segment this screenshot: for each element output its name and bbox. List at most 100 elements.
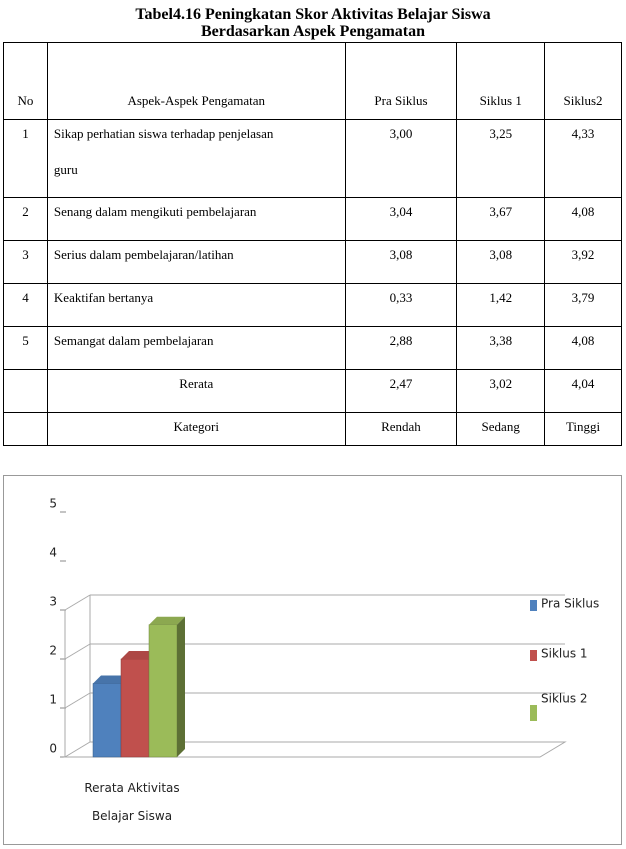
cell: Senang dalam mengikuti pembelajaran: [46, 197, 346, 241]
y-tick-label: 0: [49, 742, 57, 756]
cell: 4,04: [544, 369, 622, 413]
cell-text: 3,67: [489, 204, 513, 219]
cell-text: 3: [22, 247, 29, 262]
legend-label: Pra Siklus: [541, 597, 599, 611]
cell: 5: [3, 326, 48, 370]
bar-top: [121, 651, 157, 659]
y-tick-label: 1: [49, 693, 57, 707]
cell-text: Serius dalam pembelajaran/latihan: [53, 247, 234, 262]
row: 3 Serius dalam pembelajaran/latihan 3,08 3,…: [3, 240, 622, 284]
cell: 3: [3, 240, 48, 284]
bar-top: [93, 675, 129, 684]
cell: 4,08: [544, 326, 622, 370]
cell-text: Siklus2: [563, 93, 603, 108]
cell-text: Pra Siklus: [374, 93, 428, 108]
cell: [3, 369, 48, 413]
cell-text: 3,25: [489, 126, 513, 141]
cell-text: 1: [22, 126, 29, 141]
cell-text: Rendah: [381, 419, 421, 434]
y-tick-label: 3: [49, 595, 57, 609]
cell-text: Tinggi: [565, 419, 601, 434]
cell-text: 3,08: [389, 247, 413, 262]
cell: Semangat dalam pembelajaran: [46, 326, 346, 370]
cell: 3,79: [544, 283, 622, 327]
cell-text: 3,92: [571, 247, 595, 262]
cell-text: Sikap perhatian siswa terhadap penjelasa…: [53, 126, 274, 177]
legend-label: Siklus 1: [541, 647, 588, 661]
cell-text: 2,47: [389, 376, 413, 391]
cell-text: 3,02: [489, 376, 513, 391]
bar: [120, 658, 150, 758]
cell-text: 2,88: [389, 333, 413, 348]
cell: 4,08: [544, 197, 622, 241]
y-tick-label: 5: [49, 497, 57, 511]
cell: 3,38: [456, 326, 546, 370]
floor: [63, 741, 567, 758]
cell-text: 4,04: [571, 376, 595, 391]
cell: 3,02: [456, 369, 546, 413]
cell-text: Senang dalam mengikuti pembelajaran: [53, 204, 257, 219]
cell: 2,88: [344, 326, 458, 370]
legend-swatch: [530, 650, 537, 661]
y-tick-label: 2: [49, 644, 57, 658]
bar: [92, 683, 122, 758]
cell-text: Sedang: [481, 419, 520, 434]
bar: [148, 624, 178, 758]
category-label: Rerata Aktivitas Belajar Siswa: [84, 781, 180, 823]
title: Tabel4.16 Peningkatan Skor Aktivitas Bel…: [135, 6, 491, 23]
cell-text: 3,38: [489, 333, 513, 348]
cell: Keaktifan bertanya: [46, 283, 346, 327]
grid-line: [64, 594, 91, 611]
cell: 3,67: [456, 197, 546, 241]
summary-row: Kategori Rendah Sedang Tinggi: [3, 412, 622, 446]
cell: Pra Siklus: [344, 42, 458, 120]
cell: 3,25: [456, 119, 546, 198]
cell-text: 5: [22, 333, 29, 348]
cell: Siklus2: [544, 42, 622, 120]
cell-text: 2: [22, 204, 29, 219]
summary-row: Rerata 2,47 3,02 4,04: [3, 369, 622, 413]
cell-text: Siklus 1: [479, 93, 522, 108]
chart-frame: [3, 475, 622, 845]
cell-text: 0,33: [389, 290, 413, 305]
cell: 3,04: [344, 197, 458, 241]
cell-text: Kategori: [173, 419, 219, 434]
cell: Sedang: [456, 412, 546, 446]
cell: 2,47: [344, 369, 458, 413]
title: Berdasarkan Aspek Pengamatan: [200, 23, 426, 40]
cell-text: 4,33: [571, 126, 595, 141]
cell: Rendah: [344, 412, 458, 446]
cell: 3,00: [344, 119, 458, 198]
cell: Kategori: [46, 412, 346, 446]
cell-text: 3,79: [571, 290, 595, 305]
cell-text: 3,00: [389, 126, 413, 141]
cell-text: 1,42: [489, 290, 513, 305]
cell-text: No: [17, 93, 34, 108]
row: 2 Senang dalam mengikuti pembelajaran 3,04…: [3, 197, 622, 241]
grid-line: [64, 692, 91, 709]
cell-text: Aspek-Aspek Pengamatan: [127, 93, 266, 108]
legend-swatch: [530, 705, 537, 721]
cell: 3,08: [344, 240, 458, 284]
cell: Tinggi: [544, 412, 622, 446]
bar-side: [177, 616, 185, 757]
table: No Aspek-Aspek Pengamatan Pra Siklus Siklus…: [3, 42, 622, 446]
cell-text: 4,08: [571, 204, 595, 219]
cell: [3, 412, 48, 446]
cell-text: Semangat dalam pembelajaran: [53, 333, 214, 348]
y-tick-label: 4: [49, 546, 57, 560]
cell-text: Keaktifan bertanya: [53, 290, 154, 305]
cell-text: 4,08: [571, 333, 595, 348]
row: 4 Keaktifan bertanya 0,33 1,42 3,79: [3, 283, 622, 327]
legend-label: Siklus 2: [541, 692, 588, 706]
cell-text: Rerata: [179, 376, 214, 391]
cell-text: 3,08: [489, 247, 513, 262]
cell-text: 4: [22, 290, 29, 305]
cell: 4,33: [544, 119, 622, 198]
cell: No: [3, 42, 48, 120]
cell: 1: [3, 119, 48, 198]
row: 5 Semangat dalam pembelajaran 2,88 3,38 4,08: [3, 326, 622, 370]
legend-swatch: [530, 600, 537, 611]
cell: Rerata: [46, 369, 346, 413]
